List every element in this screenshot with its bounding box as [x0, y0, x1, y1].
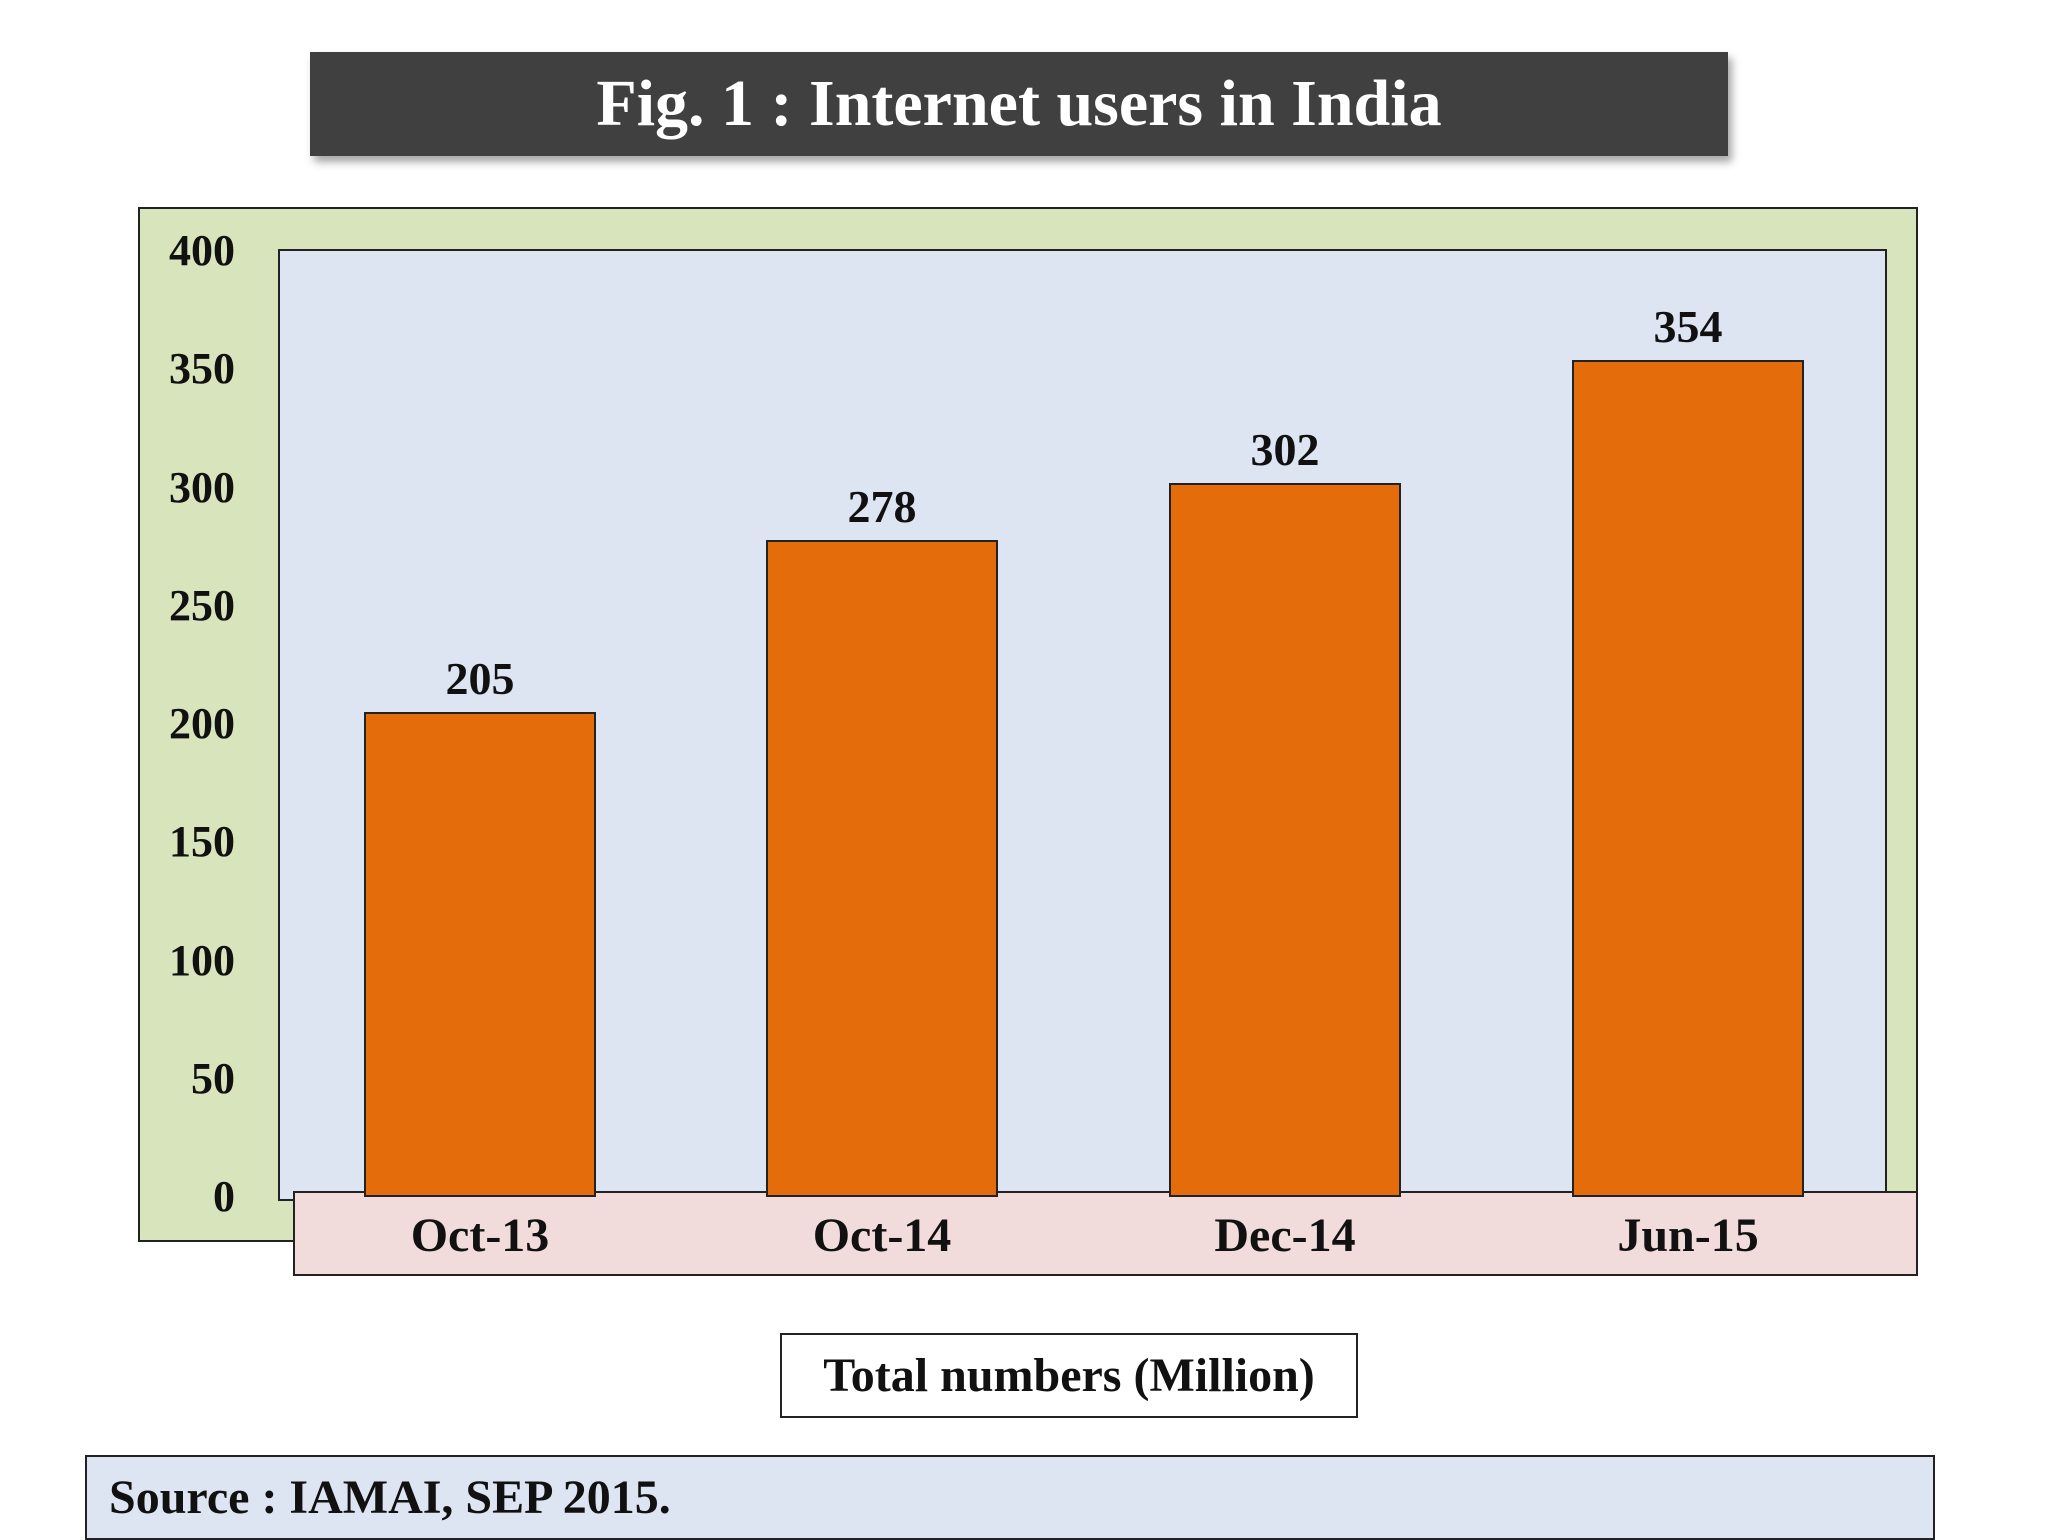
- bar-jun-15: [1572, 359, 1804, 1197]
- y-tick-label: 250: [169, 580, 235, 630]
- data-label: 205: [445, 653, 515, 705]
- x-tick-label: Oct-13: [410, 1209, 550, 1262]
- y-tick-label: 100: [169, 935, 235, 985]
- y-tick-label: 200: [169, 699, 235, 748]
- data-label: 278: [847, 480, 917, 532]
- chart-title: Fig. 1 : Internet users in India: [310, 52, 1728, 156]
- data-label: 354: [1653, 300, 1723, 352]
- x-tick-label: Dec-14: [1214, 1209, 1356, 1262]
- x-tick-label: Oct-14: [812, 1209, 952, 1262]
- y-tick-label: 350: [169, 344, 235, 394]
- y-tick-label: 0: [213, 1172, 235, 1221]
- source-note: Source : IAMAI, SEP 2015.: [85, 1455, 1935, 1540]
- y-tick-label: 150: [169, 817, 235, 867]
- x-axis-strip: [293, 1191, 1918, 1276]
- data-label: 302: [1250, 423, 1320, 475]
- bar-oct-13: [364, 712, 596, 1197]
- bar-dec-14: [1169, 482, 1401, 1197]
- y-tick-label: 300: [169, 462, 235, 512]
- x-tick-label: Jun-15: [1617, 1209, 1759, 1262]
- unit-label: Total numbers (Million): [780, 1333, 1358, 1418]
- y-tick-label: 50: [191, 1053, 235, 1103]
- bar-oct-14: [766, 539, 998, 1197]
- y-tick-label: 400: [169, 226, 235, 275]
